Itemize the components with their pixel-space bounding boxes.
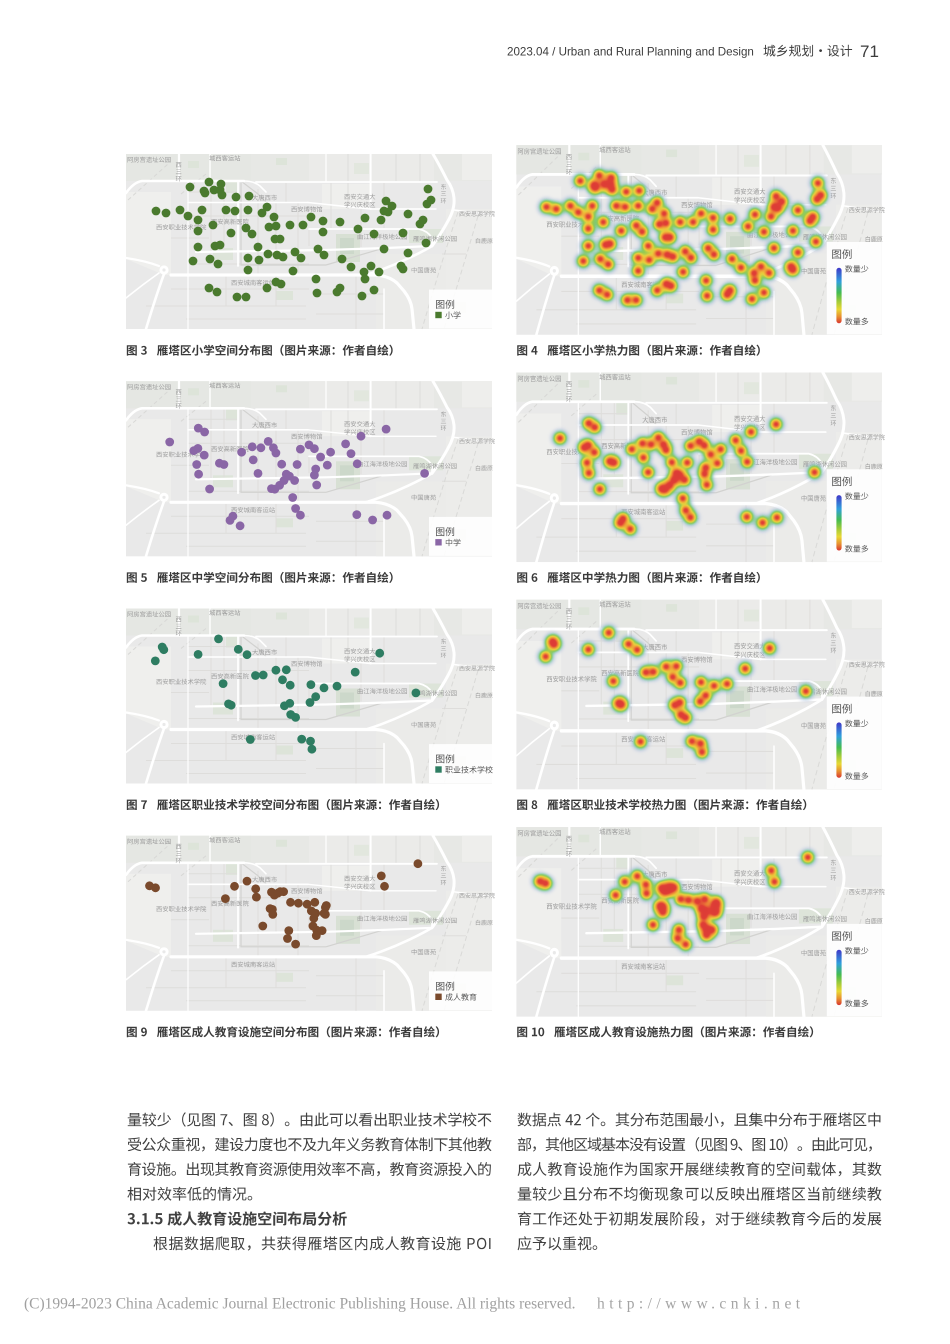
svg-text:71: 71 — [860, 42, 879, 61]
svg-text:(C)1994-2023 China Academic Jo: (C)1994-2023 China Academic Journal Elec… — [24, 1296, 575, 1313]
svg-text:http://www.cnki.net: http://www.cnki.net — [597, 1296, 805, 1313]
svg-text:2023.04 / Urban and Rural Plan: 2023.04 / Urban and Rural Planning and D… — [507, 46, 754, 59]
